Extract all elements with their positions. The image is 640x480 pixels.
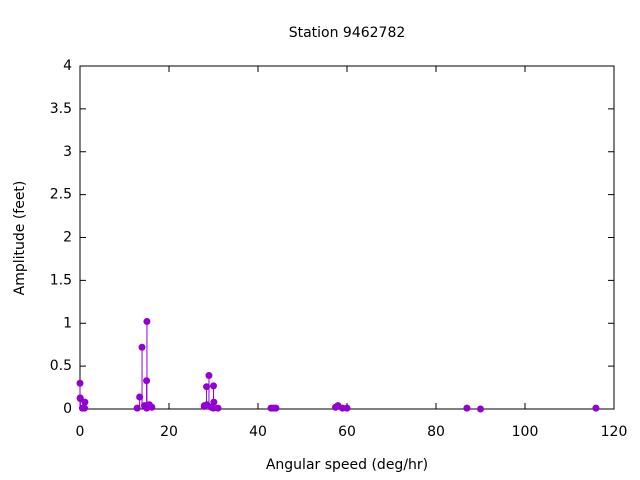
stem-dot — [203, 383, 211, 391]
stem — [214, 404, 222, 412]
stem-dot — [136, 393, 144, 401]
y-tick-label: 3.5 — [50, 101, 72, 117]
stem — [210, 398, 218, 409]
stem-dot — [133, 404, 141, 412]
y-axis-label: Amplitude (feet) — [12, 181, 28, 296]
stem-dot — [592, 404, 600, 412]
x-tick-label: 100 — [512, 424, 539, 440]
stem-dot — [343, 404, 351, 412]
stem — [272, 404, 280, 412]
stem — [463, 404, 471, 412]
stem — [138, 343, 146, 409]
stem-dot — [210, 398, 218, 406]
y-tick-label: 0 — [63, 401, 72, 417]
x-tick-label: 120 — [601, 424, 628, 440]
y-tick-label: 1.5 — [50, 272, 72, 288]
x-axis-label: Angular speed (deg/hr) — [266, 457, 428, 473]
stem — [143, 318, 151, 409]
stem — [592, 404, 600, 412]
x-tick-label: 20 — [160, 424, 178, 440]
stem-dot — [81, 398, 89, 406]
stem — [148, 403, 156, 411]
y-tick-label: 2.5 — [50, 187, 72, 203]
y-tick-label: 3 — [63, 144, 72, 160]
stem-dot — [477, 405, 484, 413]
x-tick-label: 60 — [338, 424, 356, 440]
stem — [343, 404, 351, 412]
y-tick-label: 2 — [63, 230, 72, 246]
x-tick-label: 40 — [249, 424, 267, 440]
stem-dot — [214, 404, 222, 412]
stem — [205, 372, 213, 409]
stem-dot — [138, 343, 146, 351]
stem — [477, 405, 484, 413]
x-tick-label: 0 — [76, 424, 85, 440]
stem-dot — [463, 404, 471, 412]
stem-dot — [205, 372, 213, 380]
stem-dot — [76, 379, 84, 387]
stem-dot — [148, 403, 156, 411]
y-tick-label: 0.5 — [50, 358, 72, 374]
x-tick-label: 80 — [427, 424, 445, 440]
chart-title: Station 9462782 — [289, 25, 406, 41]
stem — [136, 393, 144, 409]
stem — [133, 404, 141, 412]
stem-dot — [143, 318, 151, 326]
y-tick-label: 1 — [63, 315, 72, 331]
plot-frame — [79, 65, 615, 410]
stem-dot — [272, 404, 280, 412]
stem-dot — [210, 382, 217, 390]
stem — [81, 398, 89, 409]
y-tick-label: 4 — [63, 58, 72, 74]
